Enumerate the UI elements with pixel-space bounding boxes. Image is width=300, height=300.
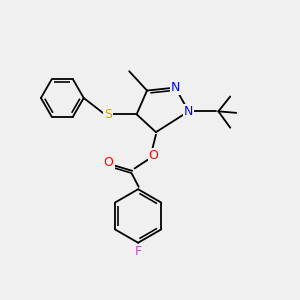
Text: O: O: [148, 149, 158, 162]
Text: O: O: [104, 156, 114, 169]
Text: N: N: [171, 81, 180, 94]
Text: N: N: [184, 105, 193, 118]
Text: F: F: [134, 245, 142, 258]
Text: S: S: [104, 108, 112, 121]
